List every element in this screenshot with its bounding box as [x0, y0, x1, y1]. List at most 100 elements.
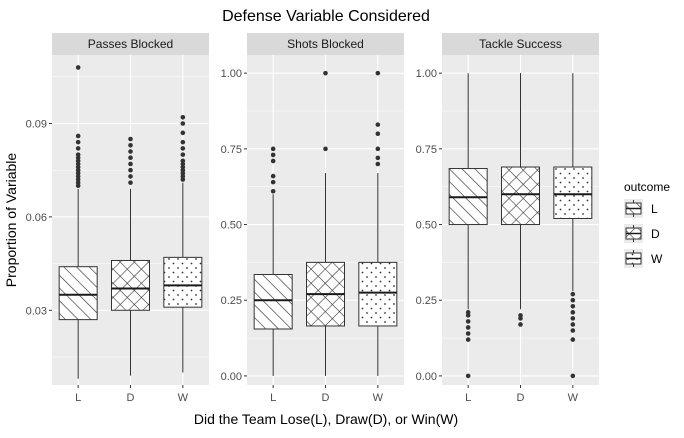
- outlier-point: [128, 174, 133, 179]
- box-body: [58, 266, 98, 321]
- y-axis-title: Proportion of Variable: [3, 153, 19, 288]
- box-D: [501, 73, 540, 327]
- outlier-point: [128, 180, 133, 185]
- facet-strip-label: Shots Blocked: [287, 37, 364, 51]
- outlier-point: [180, 158, 186, 164]
- outlier-point: [465, 325, 471, 330]
- outlier-point: [570, 316, 576, 321]
- outlier-point: [570, 322, 576, 327]
- y-tick-label: 0.00: [416, 371, 437, 383]
- outlier-point: [270, 152, 276, 158]
- outlier-point: [570, 373, 576, 379]
- outlier-point: [270, 179, 276, 185]
- facet-tackle-success: Tackle Success 0.00 0.25 0.50 0.75 1.00 L D W: [416, 33, 599, 404]
- outlier-point: [180, 114, 186, 120]
- x-tick-label: W: [373, 392, 384, 404]
- outlier-point: [518, 322, 523, 327]
- legend-title: outcome: [624, 180, 670, 194]
- outlier-point: [375, 146, 381, 152]
- y-tick-label: 0.00: [221, 371, 242, 383]
- facet-shots-blocked: Shots Blocked 0.00 0.25 0.50 0.75 1.00 L D W: [221, 33, 404, 404]
- facet-strip-label: Passes Blocked: [88, 37, 173, 51]
- y-tick-label: 1.00: [416, 68, 437, 80]
- outlier-point: [465, 331, 471, 336]
- outlier-point: [75, 146, 81, 151]
- y-tick-label: 0.06: [26, 212, 47, 224]
- box-L: [448, 73, 488, 379]
- outlier-point: [270, 173, 276, 179]
- outlier-point: [570, 310, 576, 315]
- x-axis-title: Did the Team Lose(L), Draw(D), or Win(W): [194, 411, 458, 427]
- facet-strip-label: Tackle Success: [479, 37, 562, 51]
- box-body: [163, 256, 203, 308]
- y-tick-label: 0.03: [26, 305, 47, 317]
- box-body: [111, 259, 150, 311]
- y-tick-label: 0.25: [416, 295, 437, 307]
- outlier-point: [75, 133, 81, 139]
- outlier-point: [128, 161, 133, 167]
- outlier-point: [570, 328, 576, 333]
- outlier-point: [375, 131, 381, 137]
- outlier-point: [180, 130, 186, 136]
- outlier-point: [375, 70, 381, 76]
- outlier-point: [375, 161, 381, 167]
- outlier-point: [75, 139, 81, 145]
- outlier-point: [75, 152, 81, 157]
- legend-entry-label: D: [651, 227, 660, 241]
- x-tick-label: D: [517, 392, 525, 404]
- outlier-point: [465, 319, 471, 324]
- outlier-point: [128, 142, 133, 148]
- box-W: [358, 70, 398, 376]
- y-tick-label: 0.50: [221, 220, 242, 232]
- x-tick-label: W: [568, 392, 579, 404]
- box-body: [501, 166, 540, 226]
- outlier-point: [270, 188, 276, 194]
- y-tick-label: 0.09: [26, 118, 47, 130]
- y-tick-label: 0.50: [416, 220, 437, 232]
- outlier-point: [375, 155, 381, 161]
- outlier-point: [465, 310, 471, 315]
- outlier-point: [128, 155, 133, 161]
- facet-strip: [442, 33, 599, 55]
- outlier-point: [518, 313, 523, 318]
- legend: outcome LDW: [624, 180, 670, 268]
- legend-key-W: W: [624, 249, 663, 268]
- outlier-point: [270, 146, 276, 152]
- outlier-point: [465, 373, 471, 379]
- y-tick-label: 0.75: [221, 144, 242, 156]
- box-L: [253, 146, 293, 376]
- outlier-point: [570, 291, 576, 297]
- box-W: [163, 114, 203, 373]
- facet-strip: [247, 33, 404, 55]
- box-L: [58, 65, 98, 379]
- x-tick-label: D: [127, 392, 135, 404]
- outlier-point: [75, 65, 81, 70]
- x-tick-label: W: [178, 392, 189, 404]
- box-D: [306, 70, 345, 376]
- facet-passes-blocked: Passes Blocked 0.03 0.06 0.09 L D W: [26, 33, 209, 404]
- outlier-point: [323, 70, 328, 76]
- y-tick-label: 0.75: [416, 144, 437, 156]
- outlier-point: [375, 122, 381, 127]
- y-tick-label: 0.25: [221, 295, 242, 307]
- outlier-point: [323, 146, 328, 152]
- chart-title: Defense Variable Considered: [222, 8, 430, 25]
- outlier-point: [180, 121, 186, 126]
- outlier-point: [128, 167, 133, 173]
- box-body: [358, 261, 398, 327]
- outlier-point: [570, 337, 576, 342]
- facet-strip: [52, 33, 209, 55]
- box-body: [553, 166, 593, 219]
- x-tick-label: L: [465, 392, 471, 404]
- x-tick-label: D: [322, 392, 330, 404]
- y-tick-label: 1.00: [221, 68, 242, 80]
- outlier-point: [180, 139, 186, 145]
- outlier-point: [570, 297, 576, 303]
- outlier-point: [180, 152, 186, 157]
- box-body: [253, 273, 293, 330]
- legend-key-D: D: [624, 224, 660, 243]
- outlier-point: [570, 303, 576, 309]
- legend-key-L: L: [624, 199, 658, 218]
